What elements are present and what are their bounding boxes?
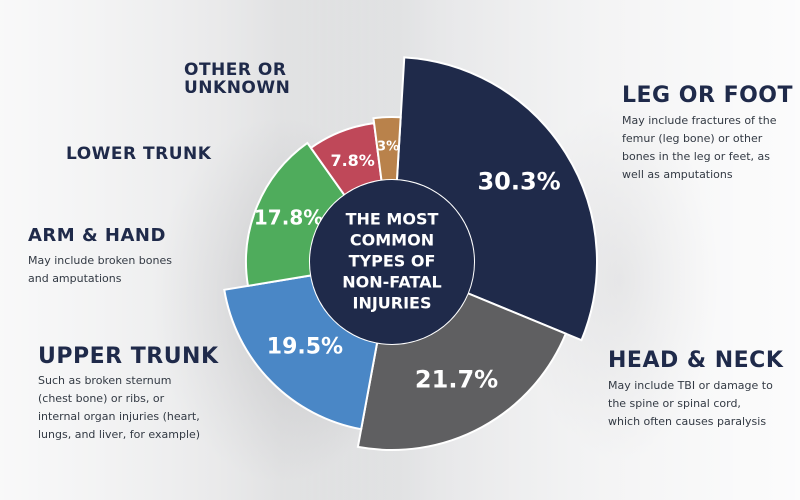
desc-line: May include broken bones: [28, 254, 172, 267]
slice-value-label: 30.3%: [477, 167, 560, 195]
upper-trunk-title: UPPER TRUNK: [38, 344, 219, 369]
desc-line: May include TBI or damage to: [608, 379, 773, 392]
desc-line: (chest bone) or ribs, or: [38, 392, 165, 405]
leg-foot-description: May include fractures of the femur (leg …: [622, 112, 776, 184]
desc-line: internal organ injuries (heart,: [38, 410, 200, 423]
other-unknown-title: OTHER OR UNKNOWN: [184, 60, 291, 98]
upper-trunk-description: Such as broken sternum (chest bone) or r…: [38, 372, 200, 444]
desc-line: the spine or spinal cord,: [608, 397, 741, 410]
arm-hand-description: May include broken bones and amputations: [28, 252, 172, 288]
slice-value-label: 17.8%: [254, 205, 323, 229]
desc-line: bones in the leg or feet, as: [622, 150, 770, 163]
desc-line: lungs, and liver, for example): [38, 428, 201, 441]
slice-value-label: 3%: [377, 140, 399, 155]
center-circle: [310, 180, 474, 344]
desc-line: Such as broken sternum: [38, 374, 172, 387]
desc-line: which often causes paralysis: [608, 415, 767, 428]
lower-trunk-title: LOWER TRUNK: [66, 144, 212, 164]
arm-hand-title: ARM & HAND: [28, 225, 166, 246]
head-neck-title: HEAD & NECK: [608, 348, 784, 373]
head-neck-description: May include TBI or damage to the spine o…: [608, 377, 773, 431]
center-title-line: INJURIES: [352, 294, 431, 313]
desc-line: femur (leg bone) or other: [622, 132, 763, 145]
title-line: OTHER OR: [184, 60, 287, 80]
slice-value-label: 21.7%: [415, 366, 498, 394]
center-title-line: NON-FATAL: [342, 273, 442, 292]
center-title-line: COMMON: [350, 231, 434, 250]
slice-value-label: 7.8%: [330, 151, 374, 170]
leg-foot-title: LEG OR FOOT: [622, 83, 794, 108]
desc-line: May include fractures of the: [622, 114, 777, 127]
desc-line: and amputations: [28, 272, 122, 285]
center-title-line: THE MOST: [346, 210, 439, 229]
desc-line: well as amputations: [622, 168, 733, 181]
title-line: UNKNOWN: [184, 77, 291, 98]
slice-value-label: 19.5%: [267, 334, 343, 359]
center-title-line: TYPES OF: [349, 252, 436, 271]
